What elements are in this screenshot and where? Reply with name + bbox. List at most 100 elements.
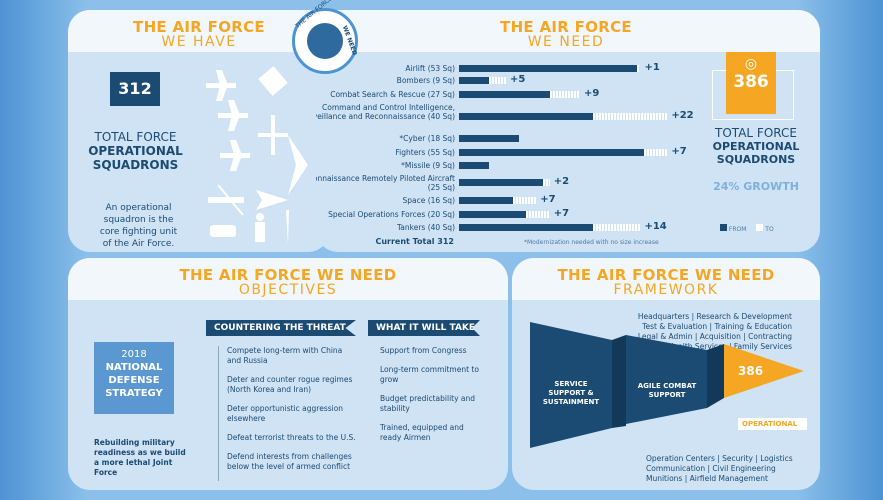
bar-to xyxy=(543,179,550,186)
service-support-block xyxy=(530,322,612,448)
bar-from xyxy=(459,91,550,98)
need-title: THE AIR FORCE xyxy=(500,18,632,36)
current-total: Current Total 312 xyxy=(375,237,454,246)
have-subtitle: WE HAVE xyxy=(161,34,237,50)
framework-panel: THE AIR FORCE WE NEED FRAMEWORK Headquar… xyxy=(512,258,820,490)
framework-count: 386 xyxy=(738,364,764,378)
need-subtitle: WE NEED xyxy=(527,34,605,50)
fighter-jet-icon xyxy=(256,190,288,210)
footnote: *Modernization needed with no size incre… xyxy=(524,239,659,246)
support-function-item: Legal & Admin | Acquisition | Contractin… xyxy=(637,332,792,341)
need-count: 386 xyxy=(733,72,769,92)
bar-label: Strike/Reconnaissance Remotely Piloted A… xyxy=(316,174,455,192)
have-count: 312 xyxy=(110,72,160,106)
threat-item: Defend interests from challenges below t… xyxy=(227,452,352,471)
bar-label: Tankers (40 Sq) xyxy=(396,223,455,232)
missile-icon xyxy=(286,210,289,245)
combat-support-item: Operation Centers | Security | Logistics xyxy=(646,454,793,463)
bar-to xyxy=(643,149,668,156)
helicopter-icon xyxy=(208,184,244,216)
bar-to xyxy=(593,224,641,231)
bar-data-label: +7 xyxy=(553,208,570,219)
legend-from: FROM xyxy=(728,226,747,233)
bar-from xyxy=(459,65,638,72)
bar-label: Command and Control Intelligence, Survei… xyxy=(316,103,455,121)
bar-label: Space (16 Sq) xyxy=(402,196,455,205)
threat-item: Deter and counter rogue regimes (North K… xyxy=(227,375,353,394)
framework-title: THE AIR FORCE WE NEED xyxy=(557,266,775,284)
have-label3: SQUADRONS xyxy=(92,158,179,172)
bar-data-label: +7 xyxy=(540,194,556,205)
target-icon: ◎ xyxy=(744,56,758,72)
take-item: Support from Congress xyxy=(380,346,467,355)
bar-label: Bombers (9 Sq) xyxy=(396,76,455,85)
objectives-panel: THE AIR FORCE WE NEED OBJECTIVES 2018 NA… xyxy=(68,258,508,490)
combat-support-list: Operation Centers | Security | Logistics… xyxy=(646,454,793,484)
operational-label: OPERATIONAL xyxy=(738,418,808,430)
soldier-icon xyxy=(255,213,265,242)
bar-data-label: +1 xyxy=(644,62,660,73)
need-count-box: ◎ 386 xyxy=(726,52,776,114)
bar-label: Fighters (55 Sq) xyxy=(395,148,455,157)
nds-title: NATIONAL DEFENSE STRATEGY xyxy=(105,362,163,399)
airplane-icon xyxy=(220,140,250,171)
bar-label: Special Operations Forces (20 Sq) xyxy=(328,210,455,219)
bar-from xyxy=(459,197,513,204)
need-label3: SQUADRONS xyxy=(716,153,796,166)
bar-from xyxy=(459,149,644,156)
framework-funnel xyxy=(530,322,804,448)
bar-data-label: +2 xyxy=(553,176,570,187)
threat-item: Defeat terrorist threats to the U.S. xyxy=(227,433,356,442)
bomber-icon xyxy=(288,135,308,195)
bar-data-label: +9 xyxy=(583,88,600,99)
bar-to xyxy=(549,91,580,98)
bar-label: Combat Search & Rescue (27 Sq) xyxy=(330,90,455,99)
take-item: Trained, equipped and ready Airmen xyxy=(380,423,464,442)
bar-to xyxy=(637,65,641,72)
growth: 24% GROWTH xyxy=(713,180,799,193)
takes-list: Support from Congress Long-term commitmen… xyxy=(380,346,480,452)
operational-pennant xyxy=(724,344,804,398)
legend-to: TO xyxy=(765,226,774,233)
bar-data-label: +22 xyxy=(671,110,694,121)
bar-from xyxy=(459,211,527,218)
nds-year: 2018 xyxy=(121,349,147,360)
satellite-icon xyxy=(258,66,288,96)
agile-combat-label: AGILE COMBAT SUPPORT xyxy=(637,382,697,399)
have-label2: OPERATIONAL xyxy=(88,144,183,158)
combat-support-item: Communication | Civil Engineering xyxy=(646,464,776,473)
framework-subtitle: FRAMEWORK xyxy=(613,282,719,298)
bar-to xyxy=(593,113,668,120)
bar-data-label: +14 xyxy=(644,221,667,232)
drone-icon xyxy=(258,115,288,155)
nds-note: Rebuilding military readiness as we buil… xyxy=(94,438,186,477)
airplane-icon xyxy=(206,70,236,101)
chart-legend: FROM TO xyxy=(720,224,774,233)
support-function-item: Test & Evaluation | Training & Education xyxy=(642,322,792,331)
take-item: Long-term commitment to grow xyxy=(380,365,479,384)
service-support-label: SERVICE SUPPORT & SUSTAINMENT xyxy=(542,380,600,406)
combat-support-item: Munitions | Airfield Management xyxy=(646,474,768,483)
need-label2: OPERATIONAL xyxy=(712,140,800,153)
bar-to xyxy=(512,197,537,204)
bar-from xyxy=(459,224,594,231)
support-function-item: Headquarters | Research & Development xyxy=(637,312,792,321)
take-item: Budget predictability and stability xyxy=(380,394,476,413)
squadron-bar-chart: Airlift (53 Sq) +1 Bombers (9 Sq) +5 Combat … xyxy=(316,10,820,252)
bar-label: *Missile (9 Sq) xyxy=(401,161,455,170)
have-title: THE AIR FORCE xyxy=(133,18,265,36)
agile-combat-block xyxy=(626,335,707,424)
objectives-title: THE AIR FORCE WE NEED xyxy=(179,266,397,284)
bar-from xyxy=(459,179,543,186)
bar-from xyxy=(459,162,490,169)
have-description: An operational squadron is the core figh… xyxy=(99,203,178,249)
bar-from xyxy=(459,113,594,120)
air-force-we-have-panel: THE AIR FORCE WE HAVE 312 TOTAL FORCE OP… xyxy=(68,10,330,252)
what-it-will-take-header: WHAT IT WILL TAKE xyxy=(368,320,480,336)
legend-to-swatch xyxy=(756,224,764,231)
air-force-we-need-seal: THE AIR FORCE WE NEED xyxy=(292,0,358,74)
threat-item: Compete long-term with China and Russia xyxy=(227,346,343,365)
nds-box: 2018 NATIONAL DEFENSE STRATEGY xyxy=(94,342,174,414)
aircraft-icons xyxy=(206,66,308,245)
bar-label: Airlift (53 Sq) xyxy=(405,64,455,73)
